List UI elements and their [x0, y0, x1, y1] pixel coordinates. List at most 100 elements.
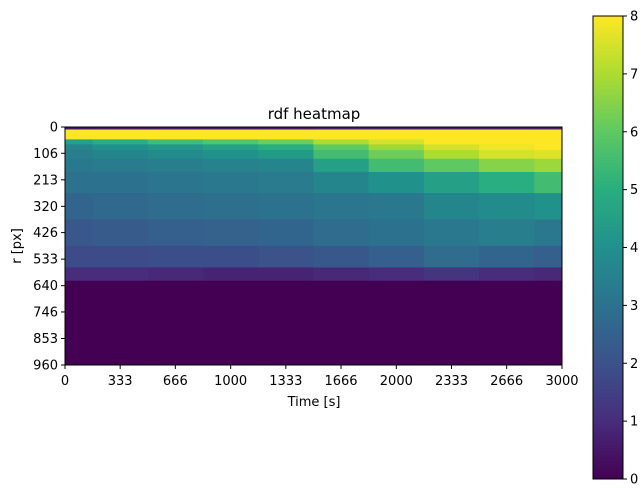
heatmap-cell [147, 245, 204, 268]
heatmap-cell [258, 150, 314, 160]
heatmap-cell [65, 134, 94, 140]
heatmap-cell [147, 139, 204, 145]
heatmap-cell [65, 158, 94, 173]
heatmap-cell [258, 298, 314, 326]
heatmap-cell [313, 193, 370, 220]
heatmap-cell [92, 144, 149, 151]
heatmap-cell [479, 158, 535, 173]
heatmap-cell [423, 150, 480, 160]
heatmap-cell [147, 129, 204, 135]
plot-frame [64, 126, 563, 366]
y-axis: 0 106 213 320 426 533 640 746 853 960 [33, 121, 65, 374]
heatmap-cell [534, 267, 563, 282]
heatmap-cell [313, 158, 370, 173]
heatmap-cell [479, 298, 535, 326]
heatmap-cell [92, 158, 149, 173]
heatmap-cell [368, 325, 425, 353]
heatmap-cell [203, 171, 259, 194]
heatmap-cell [368, 351, 425, 366]
heatmap-cell [368, 139, 425, 145]
heatmap-cell [65, 171, 94, 194]
heatmap-cell [313, 127, 370, 130]
heatmap-cell [65, 127, 94, 130]
heatmap-cell [92, 127, 149, 130]
x-tick-label: 1666 [324, 374, 357, 389]
heatmap-cell [147, 298, 204, 326]
heatmap-cell [65, 129, 94, 135]
heatmap-cell [258, 129, 314, 135]
x-tick-label: 666 [163, 374, 188, 389]
heatmap-cell [203, 193, 259, 220]
colorbar-axis: 0 1 2 3 4 5 6 7 8 [623, 10, 638, 488]
x-axis: 0 333 666 1000 1333 1666 2000 2333 2666 3000 [61, 365, 579, 389]
heatmap-cell [92, 280, 149, 300]
heatmap-cell [534, 219, 563, 247]
heatmap-cell [92, 325, 149, 353]
heatmap-cell [65, 267, 94, 282]
heatmap-cell [534, 351, 563, 366]
heatmap-cell [203, 267, 259, 282]
heatmap-cell [479, 193, 535, 220]
heatmap-cell [147, 144, 204, 151]
heatmap-cell [479, 351, 535, 366]
heatmap-cell [203, 245, 259, 268]
colorbar-tick-label: 5 [630, 183, 638, 198]
heatmap-cell [534, 134, 563, 140]
heatmap-cell [258, 219, 314, 247]
heatmap-cell [313, 134, 370, 140]
heatmap-cell [92, 298, 149, 326]
heatmap-cell [203, 325, 259, 353]
heatmap-cell [423, 193, 480, 220]
heatmap-cell [65, 245, 94, 268]
heatmap-cell [313, 298, 370, 326]
heatmap-cell [479, 139, 535, 145]
heatmap-cell [258, 245, 314, 268]
y-tick-label: 320 [33, 200, 58, 215]
colorbar-tick-label: 6 [630, 125, 638, 140]
heatmap-cell [534, 171, 563, 194]
heatmap-cell [368, 298, 425, 326]
heatmap-cell [203, 298, 259, 326]
heatmap-cell [147, 171, 204, 194]
heatmap-cell [423, 158, 480, 173]
heatmap-cell [313, 150, 370, 160]
heatmap-cell [534, 127, 563, 130]
y-tick-label: 746 [33, 305, 58, 320]
heatmap-cell [313, 325, 370, 353]
heatmap-cell [203, 280, 259, 300]
y-tick-label: 426 [33, 226, 58, 241]
heatmap-cell [368, 158, 425, 173]
heatmap-cell [203, 144, 259, 151]
heatmap-cell [258, 144, 314, 151]
heatmap-cell [534, 193, 563, 220]
heatmap-cell [147, 150, 204, 160]
heatmap-cell [258, 134, 314, 140]
heatmap-cell [147, 325, 204, 353]
heatmap-cell [203, 127, 259, 130]
x-tick-label: 1000 [214, 374, 247, 389]
heatmap-cell [65, 193, 94, 220]
colorbar [592, 15, 624, 480]
heatmap-cell [423, 127, 480, 130]
heatmap-cell [534, 158, 563, 173]
x-tick-label: 2333 [435, 374, 468, 389]
heatmap-cell [65, 280, 94, 300]
colorbar-tick-label: 4 [630, 241, 638, 256]
heatmap-cell [258, 171, 314, 194]
heatmap-cell [368, 150, 425, 160]
heatmap-cell [479, 134, 535, 140]
x-tick-label: 2666 [490, 374, 523, 389]
heatmap-cell [92, 245, 149, 268]
heatmap-cell [92, 150, 149, 160]
heatmap-cell [423, 267, 480, 282]
heatmap-cell [203, 134, 259, 140]
y-tick-label: 213 [33, 173, 58, 188]
heatmap-cell [258, 267, 314, 282]
heatmap-cell [313, 219, 370, 247]
heatmap-cell [368, 193, 425, 220]
heatmap-cell [423, 325, 480, 353]
heatmap-cell [479, 245, 535, 268]
heatmap-cell [368, 219, 425, 247]
heatmap-cell [423, 171, 480, 194]
x-tick-label: 333 [108, 374, 133, 389]
